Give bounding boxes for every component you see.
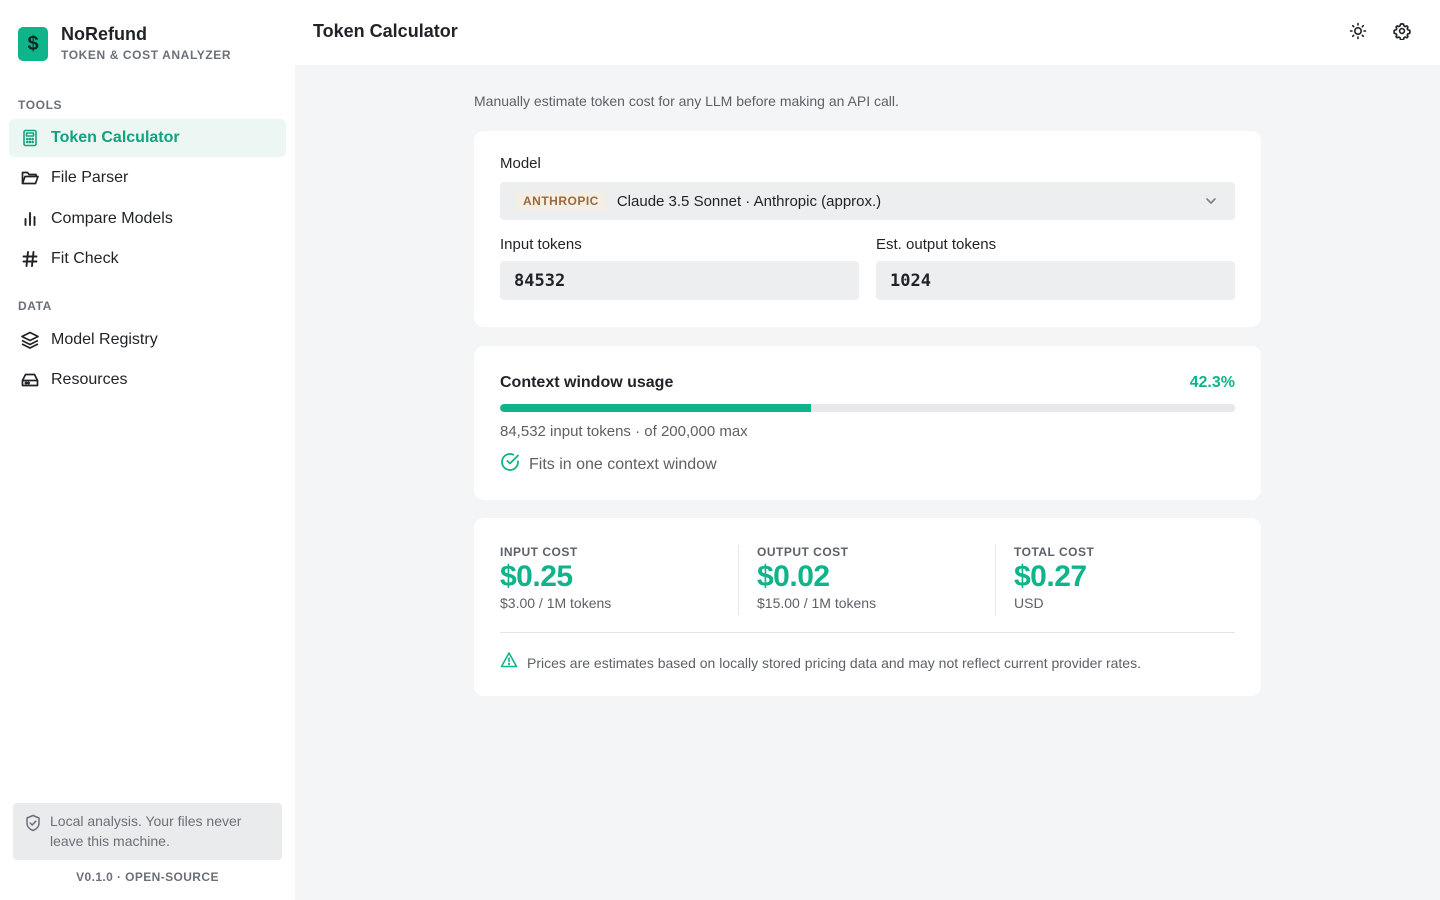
- app-name: NoRefund: [61, 24, 147, 44]
- sidebar: $ NoRefund TOKEN & COST ANALYZER TOOLS T…: [0, 0, 295, 900]
- context-usage-progress-fill: [500, 404, 811, 412]
- sidebar-item-file-parser[interactable]: File Parser: [9, 159, 286, 197]
- total-cost-label: TOTAL COST: [1014, 545, 1095, 559]
- context-usage-detail: 84,532 input tokens · of 200,000 max: [500, 423, 748, 440]
- bar-chart-icon: [21, 210, 39, 228]
- sidebar-item-fit-check[interactable]: Fit Check: [9, 240, 286, 278]
- check-circle-icon: [500, 452, 520, 477]
- divider: [995, 545, 996, 615]
- chevron-down-icon: [1203, 193, 1219, 214]
- version-label: V0.1.0 · OPEN-SOURCE: [76, 870, 219, 884]
- pricing-disclaimer: Prices are estimates based on locally st…: [500, 651, 1141, 674]
- sidebar-item-label: Compare Models: [51, 210, 173, 227]
- output-cost: OUTPUT COST $0.02 $15.00 / 1M tokens: [757, 545, 997, 611]
- sidebar-item-token-calculator[interactable]: Token Calculator: [9, 119, 286, 157]
- calculator-icon: [21, 129, 39, 147]
- sidebar-item-label: File Parser: [51, 169, 129, 186]
- layers-icon: [21, 331, 39, 349]
- input-cost: INPUT COST $0.25 $3.00 / 1M tokens: [500, 545, 740, 611]
- sidebar-item-compare-models[interactable]: Compare Models: [9, 200, 286, 238]
- page-title: Token Calculator: [313, 21, 458, 41]
- sidebar-item-resources[interactable]: Resources: [9, 361, 286, 399]
- context-usage-progress: [500, 404, 1235, 412]
- model-input-card: Model ANTHROPIC Claude 3.5 Sonnet · Anth…: [474, 131, 1261, 327]
- section-label-data: DATA: [18, 299, 52, 313]
- sidebar-item-label: Model Registry: [51, 331, 158, 348]
- input-tokens-label: Input tokens: [500, 236, 582, 253]
- theme-toggle-button[interactable]: [1347, 22, 1369, 44]
- folder-open-icon: [21, 169, 39, 187]
- fit-status: Fits in one context window: [500, 452, 717, 477]
- dollar-logo-icon: $: [18, 27, 48, 61]
- warning-triangle-icon: [500, 651, 518, 674]
- brand[interactable]: $ NoRefund TOKEN & COST ANALYZER: [18, 24, 231, 62]
- total-cost: TOTAL COST $0.27 USD: [1014, 545, 1254, 611]
- privacy-note: Local analysis. Your files never leave t…: [13, 803, 282, 860]
- section-label-tools: TOOLS: [18, 98, 63, 112]
- total-cost-currency: USD: [1014, 595, 1044, 611]
- output-cost-rate: $15.00 / 1M tokens: [757, 595, 877, 611]
- shield-check-icon: [25, 814, 41, 860]
- output-cost-label: OUTPUT COST: [757, 545, 849, 559]
- cost-card: INPUT COST $0.25 $3.00 / 1M tokens OUTPU…: [474, 518, 1261, 696]
- total-cost-value: $0.27: [1014, 560, 1087, 593]
- fit-status-text: Fits in one context window: [529, 455, 717, 473]
- divider: [738, 545, 739, 615]
- privacy-note-text: Local analysis. Your files never leave t…: [50, 813, 242, 849]
- hash-icon: [21, 250, 39, 268]
- settings-button[interactable]: [1391, 22, 1413, 44]
- input-tokens-field[interactable]: [500, 261, 859, 300]
- input-cost-label: INPUT COST: [500, 545, 578, 559]
- pricing-disclaimer-text: Prices are estimates based on locally st…: [527, 654, 1141, 671]
- provider-badge: ANTHROPIC: [515, 191, 607, 211]
- input-cost-value: $0.25: [500, 560, 573, 593]
- page-subtitle: Manually estimate token cost for any LLM…: [474, 93, 899, 109]
- cost-divider-line: [500, 632, 1235, 633]
- model-select-value: Claude 3.5 Sonnet · Anthropic (approx.): [616, 192, 882, 210]
- top-header: Token Calculator: [295, 0, 1440, 65]
- sidebar-item-label: Resources: [51, 371, 128, 388]
- context-usage-card: Context window usage 42.3% 84,532 input …: [474, 346, 1261, 500]
- output-cost-value: $0.02: [757, 560, 830, 593]
- model-select[interactable]: ANTHROPIC Claude 3.5 Sonnet · Anthropic …: [500, 182, 1235, 220]
- brand-text: NoRefund TOKEN & COST ANALYZER: [61, 24, 231, 62]
- hard-drive-icon: [21, 371, 39, 389]
- model-label: Model: [500, 155, 541, 172]
- sidebar-item-label: Fit Check: [51, 250, 119, 267]
- sun-icon: [1349, 22, 1367, 45]
- context-usage-title: Context window usage: [500, 374, 674, 391]
- output-tokens-label: Est. output tokens: [876, 236, 997, 253]
- input-cost-rate: $3.00 / 1M tokens: [500, 595, 612, 611]
- app-tagline: TOKEN & COST ANALYZER: [61, 48, 232, 62]
- sidebar-item-model-registry[interactable]: Model Registry: [9, 321, 286, 359]
- gear-icon: [1393, 22, 1411, 45]
- context-usage-percent: 42.3%: [1189, 374, 1235, 391]
- sidebar-item-label: Token Calculator: [51, 129, 180, 146]
- output-tokens-field[interactable]: [876, 261, 1235, 300]
